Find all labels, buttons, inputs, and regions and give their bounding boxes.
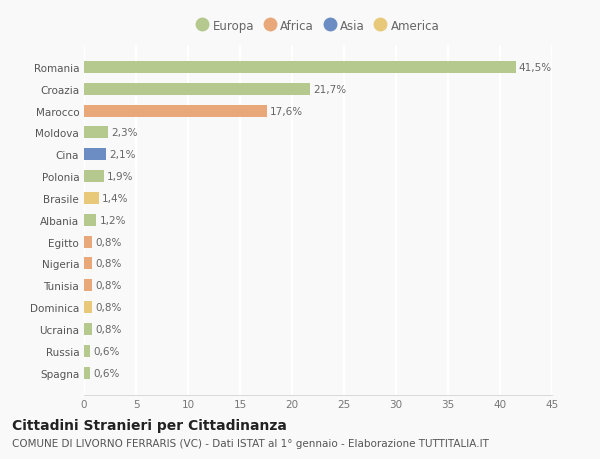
Text: 1,4%: 1,4%: [101, 194, 128, 203]
Text: COMUNE DI LIVORNO FERRARIS (VC) - Dati ISTAT al 1° gennaio - Elaborazione TUTTIT: COMUNE DI LIVORNO FERRARIS (VC) - Dati I…: [12, 438, 489, 448]
Bar: [84, 323, 92, 335]
Bar: [84, 149, 106, 161]
Bar: [84, 214, 97, 226]
Bar: [84, 280, 92, 292]
Text: 21,7%: 21,7%: [313, 84, 346, 95]
Text: 41,5%: 41,5%: [519, 63, 552, 73]
Bar: [84, 62, 515, 74]
Bar: [84, 345, 90, 357]
Bar: [84, 171, 104, 183]
Bar: [84, 258, 92, 270]
Bar: [84, 192, 98, 205]
Text: 0,6%: 0,6%: [94, 346, 120, 356]
Bar: [84, 302, 92, 313]
Bar: [84, 84, 310, 95]
Text: 17,6%: 17,6%: [270, 106, 303, 116]
Text: 0,8%: 0,8%: [95, 259, 122, 269]
Bar: [84, 236, 92, 248]
Text: 0,8%: 0,8%: [95, 325, 122, 334]
Bar: [84, 127, 108, 139]
Text: 0,6%: 0,6%: [94, 368, 120, 378]
Text: Cittadini Stranieri per Cittadinanza: Cittadini Stranieri per Cittadinanza: [12, 418, 287, 431]
Text: 1,9%: 1,9%: [107, 172, 133, 182]
Text: 0,8%: 0,8%: [95, 237, 122, 247]
Text: 1,2%: 1,2%: [100, 215, 126, 225]
Text: 2,3%: 2,3%: [111, 128, 137, 138]
Text: 2,1%: 2,1%: [109, 150, 136, 160]
Legend: Europa, Africa, Asia, America: Europa, Africa, Asia, America: [196, 20, 440, 33]
Bar: [84, 367, 90, 379]
Text: 0,8%: 0,8%: [95, 302, 122, 313]
Text: 0,8%: 0,8%: [95, 281, 122, 291]
Bar: [84, 106, 267, 118]
